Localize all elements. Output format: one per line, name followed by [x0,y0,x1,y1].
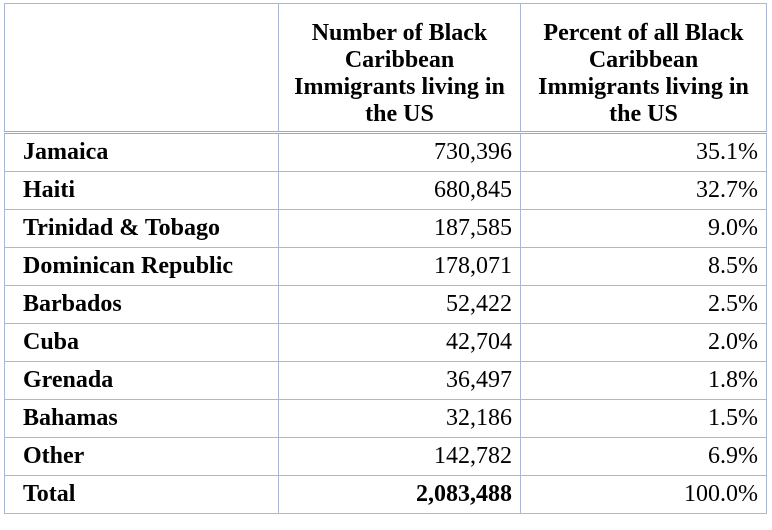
row-label: Total [4,475,279,514]
value-cell: 2,083,488 [278,475,521,514]
table-row: Haiti 680,845 32.7% [4,171,767,210]
header-cell: Percent of all Black Caribbean Immigrant… [520,3,767,134]
row-label: Other [4,437,279,476]
value-cell: 6.9% [520,437,767,476]
value-cell: 100.0% [520,475,767,514]
table-row: Total 2,083,488 100.0% [4,475,767,514]
value-cell: 32.7% [520,171,767,210]
data-table: Number of Black Caribbean Immigrants liv… [4,3,767,514]
value-cell: 42,704 [278,323,521,362]
value-cell: 52,422 [278,285,521,324]
value-cell: 35.1% [520,132,767,172]
value-cell: 187,585 [278,209,521,248]
value-cell: 2.0% [520,323,767,362]
value-cell: 9.0% [520,209,767,248]
value-cell: 32,186 [278,399,521,438]
value-cell: 2.5% [520,285,767,324]
value-cell: 1.5% [520,399,767,438]
row-label: Grenada [4,361,279,400]
table-row: Dominican Republic 178,071 8.5% [4,247,767,286]
table-row: Jamaica 730,396 35.1% [4,132,767,172]
row-label: Dominican Republic [4,247,279,286]
value-cell: 730,396 [278,132,521,172]
row-label: Jamaica [4,132,279,172]
corner-cell [4,3,279,134]
table-row: Trinidad & Tobago 187,585 9.0% [4,209,767,248]
table-row: Other 142,782 6.9% [4,437,767,476]
table-row: Grenada 36,497 1.8% [4,361,767,400]
value-cell: 680,845 [278,171,521,210]
row-label: Bahamas [4,399,279,438]
row-label: Trinidad & Tobago [4,209,279,248]
value-cell: 36,497 [278,361,521,400]
value-cell: 178,071 [278,247,521,286]
row-label: Cuba [4,323,279,362]
value-cell: 142,782 [278,437,521,476]
table-row: Bahamas 32,186 1.5% [4,399,767,438]
header-row: Number of Black Caribbean Immigrants liv… [4,3,767,134]
value-cell: 1.8% [520,361,767,400]
table-row: Barbados 52,422 2.5% [4,285,767,324]
row-label: Barbados [4,285,279,324]
header-cell: Number of Black Caribbean Immigrants liv… [278,3,521,134]
row-label: Haiti [4,171,279,210]
value-cell: 8.5% [520,247,767,286]
table-row: Cuba 42,704 2.0% [4,323,767,362]
